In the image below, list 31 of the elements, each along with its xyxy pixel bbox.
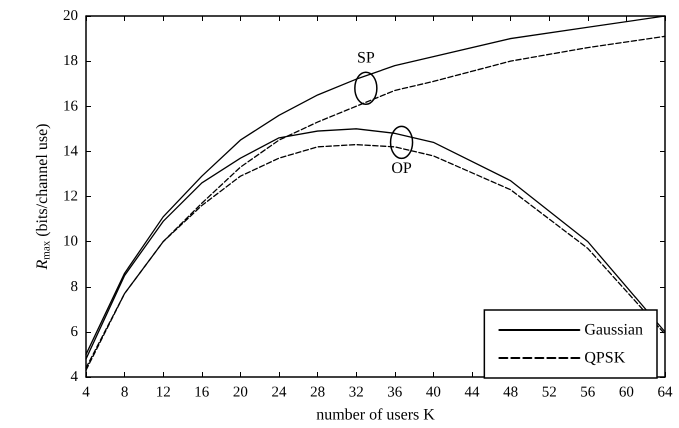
x-tick-label: 12 <box>156 384 171 400</box>
y-tick-label: 8 <box>70 278 78 295</box>
x-tick-label: 16 <box>194 384 210 400</box>
legend-label: Gaussian <box>584 322 643 338</box>
y-tick-label: 20 <box>63 8 78 24</box>
annotation: SP <box>356 50 375 67</box>
x-axis-title: number of users K <box>316 406 436 424</box>
x-tick-label: 8 <box>120 384 128 400</box>
annotation: OP <box>391 160 412 177</box>
legend-label: QPSK <box>584 350 626 366</box>
x-tick-label: 32 <box>348 384 364 400</box>
x-tick-label: 36 <box>387 384 403 400</box>
x-tick-label: 48 <box>503 384 518 400</box>
x-tick-label: 56 <box>580 384 596 400</box>
y-axis-title: Rmax (bits/channel use) <box>34 123 52 271</box>
x-tick-label: 40 <box>426 384 441 400</box>
x-tick-label: 24 <box>272 384 287 400</box>
y-tick-label: 16 <box>63 98 78 114</box>
y-tick-label: 12 <box>63 188 78 204</box>
y-tick-label: 6 <box>70 324 78 340</box>
x-tick-label: 52 <box>542 384 557 400</box>
y-tick-label: 10 <box>63 234 78 250</box>
x-tick-label: 60 <box>618 384 634 400</box>
y-tick-label: 4 <box>70 369 78 385</box>
x-tick-label: 28 <box>310 384 326 400</box>
x-tick-label: 44 <box>464 384 480 400</box>
x-tick-label: 4 <box>82 384 90 400</box>
x-tick-label: 64 <box>658 384 673 400</box>
y-tick-label: 14 <box>63 143 78 160</box>
y-tick-label: 18 <box>63 53 78 70</box>
x-tick-label: 20 <box>232 384 248 400</box>
